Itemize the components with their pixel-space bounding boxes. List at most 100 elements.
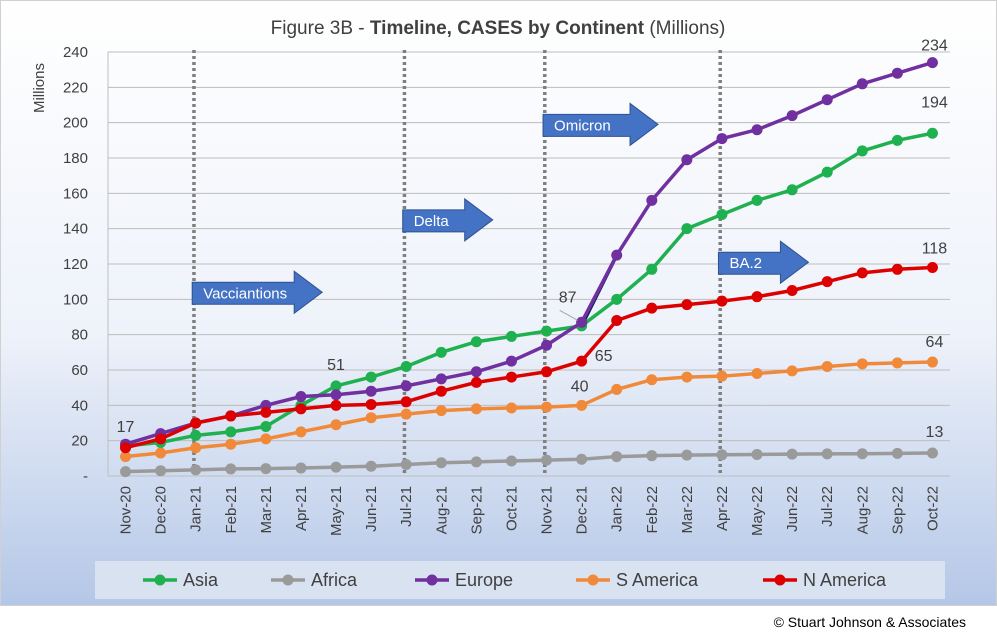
y-tick-label: 60 xyxy=(71,362,88,379)
series-africa xyxy=(120,447,938,478)
data-point-n-america xyxy=(225,410,237,422)
x-axis-ticks: Nov-20 Dec-20 Jan-21 Feb-21 Mar-21 Apr-21 May-… xyxy=(118,486,942,536)
x-tick-label: Aug-21 xyxy=(433,486,450,534)
data-point-asia xyxy=(821,166,833,178)
data-point-africa xyxy=(751,448,763,460)
y-axis-ticks: - 20 40 60 80 100 120 140 160 180 200 220 240 xyxy=(63,44,88,485)
data-point-s-america xyxy=(505,402,517,414)
gridlines xyxy=(107,51,950,477)
data-point-s-america xyxy=(821,360,833,372)
data-label: 40 xyxy=(571,378,589,395)
data-point-asia xyxy=(435,346,447,358)
x-tick-label: Dec-20 xyxy=(153,486,170,534)
legend-box xyxy=(95,561,945,599)
data-point-africa xyxy=(646,450,658,462)
x-tick-label: Apr-21 xyxy=(293,486,310,531)
data-point-asia xyxy=(365,371,377,383)
y-tick-label: 160 xyxy=(63,185,88,202)
data-point-europe xyxy=(365,385,377,397)
data-label: 87 xyxy=(559,289,577,306)
series-lines xyxy=(120,57,938,478)
x-tick-label: Dec-21 xyxy=(574,486,591,534)
x-tick-label: Jun-22 xyxy=(784,486,801,532)
x-tick-label: Jan-21 xyxy=(188,486,205,532)
data-point-africa xyxy=(505,455,517,467)
data-point-asia xyxy=(926,127,938,139)
legend-swatch-marker xyxy=(587,574,599,586)
data-point-n-america xyxy=(926,262,938,274)
data-point-n-america xyxy=(120,442,132,454)
x-tick-label: Jan-22 xyxy=(609,486,626,532)
data-point-europe xyxy=(646,194,658,206)
data-point-s-america xyxy=(751,368,763,380)
data-label: 17 xyxy=(117,419,135,436)
event-arrow-label: Vacciantions xyxy=(203,285,287,302)
data-point-s-america xyxy=(646,374,658,386)
chart-title: Figure 3B - Timeline, CASES by Continent… xyxy=(271,18,726,39)
data-point-n-america xyxy=(155,433,167,445)
data-point-europe xyxy=(435,373,447,385)
data-label: 118 xyxy=(922,241,948,258)
data-point-s-america xyxy=(400,408,412,420)
y-tick-label: 120 xyxy=(63,256,88,273)
data-point-s-america xyxy=(716,370,728,382)
data-point-asia xyxy=(646,263,658,275)
data-point-africa xyxy=(611,451,623,463)
series-n-america xyxy=(120,262,938,454)
data-point-africa xyxy=(470,456,482,468)
event-arrow-label: Delta xyxy=(414,213,450,230)
y-tick-label: 200 xyxy=(63,115,88,132)
data-point-n-america xyxy=(541,366,553,378)
data-labels: 17 51 40 65 87 234 194 118 64 13 xyxy=(117,38,948,441)
data-point-s-america xyxy=(786,365,798,377)
data-point-europe xyxy=(786,110,798,122)
data-point-s-america xyxy=(155,447,167,459)
data-point-n-america xyxy=(576,355,588,367)
legend-item-asia: Asia xyxy=(143,570,219,590)
data-label: 51 xyxy=(327,357,345,374)
event-arrow-label: BA.2 xyxy=(729,255,762,272)
data-point-europe xyxy=(576,316,588,328)
data-point-n-america xyxy=(786,285,798,296)
data-point-asia xyxy=(541,325,553,337)
data-point-africa xyxy=(295,462,307,474)
y-axis-label: Millions xyxy=(31,63,48,113)
data-point-n-america xyxy=(435,385,447,397)
data-point-n-america xyxy=(260,406,272,418)
legend-swatch-marker xyxy=(282,574,294,586)
y-tick-label: 20 xyxy=(71,433,88,450)
data-point-asia xyxy=(786,184,798,196)
data-point-asia xyxy=(751,194,763,206)
data-point-asia xyxy=(891,134,903,146)
data-point-europe xyxy=(400,380,412,392)
data-point-asia xyxy=(505,330,517,342)
data-point-n-america xyxy=(190,417,202,429)
data-point-n-america xyxy=(891,263,903,275)
data-point-asia xyxy=(330,380,342,392)
data-point-asia xyxy=(856,145,868,157)
x-tick-label: Sep-22 xyxy=(889,486,906,534)
data-point-n-america xyxy=(330,399,342,411)
data-point-s-america xyxy=(295,426,307,438)
data-point-s-america xyxy=(856,358,868,370)
legend-label: Asia xyxy=(183,570,219,590)
data-point-s-america xyxy=(190,442,202,454)
data-point-n-america xyxy=(470,376,482,388)
data-point-europe xyxy=(681,154,693,166)
x-tick-label: Jul-21 xyxy=(398,486,415,527)
data-point-africa xyxy=(821,448,833,460)
data-point-africa xyxy=(576,453,588,465)
data-point-n-america xyxy=(856,267,868,279)
data-point-asia xyxy=(470,336,482,348)
data-point-n-america xyxy=(751,291,763,303)
x-tick-label: May-21 xyxy=(328,486,345,536)
y-tick-label: 140 xyxy=(63,221,88,238)
x-tick-label: Mar-21 xyxy=(258,486,275,534)
data-label-leader xyxy=(559,309,578,321)
data-point-europe xyxy=(505,355,517,367)
data-point-s-america xyxy=(120,451,132,463)
data-point-africa xyxy=(541,454,553,466)
event-arrow xyxy=(542,102,659,147)
data-point-africa xyxy=(786,448,798,460)
